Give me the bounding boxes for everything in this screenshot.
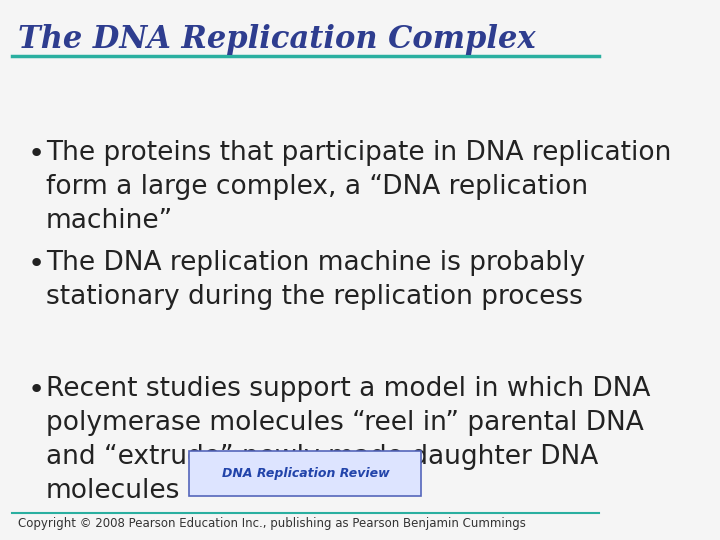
Text: The DNA Replication Complex: The DNA Replication Complex bbox=[18, 24, 536, 55]
Text: Copyright © 2008 Pearson Education Inc., publishing as Pearson Benjamin Cummings: Copyright © 2008 Pearson Education Inc.,… bbox=[18, 517, 526, 530]
FancyBboxPatch shape bbox=[189, 451, 421, 496]
Text: DNA Replication Review: DNA Replication Review bbox=[222, 467, 390, 480]
Text: Recent studies support a model in which DNA
polymerase molecules “reel in” paren: Recent studies support a model in which … bbox=[46, 376, 650, 504]
Text: The proteins that participate in DNA replication
form a large complex, a “DNA re: The proteins that participate in DNA rep… bbox=[46, 139, 671, 234]
Text: •: • bbox=[27, 249, 45, 278]
Text: •: • bbox=[27, 139, 45, 167]
Text: •: • bbox=[27, 376, 45, 404]
Text: The DNA replication machine is probably
stationary during the replication proces: The DNA replication machine is probably … bbox=[46, 249, 585, 309]
